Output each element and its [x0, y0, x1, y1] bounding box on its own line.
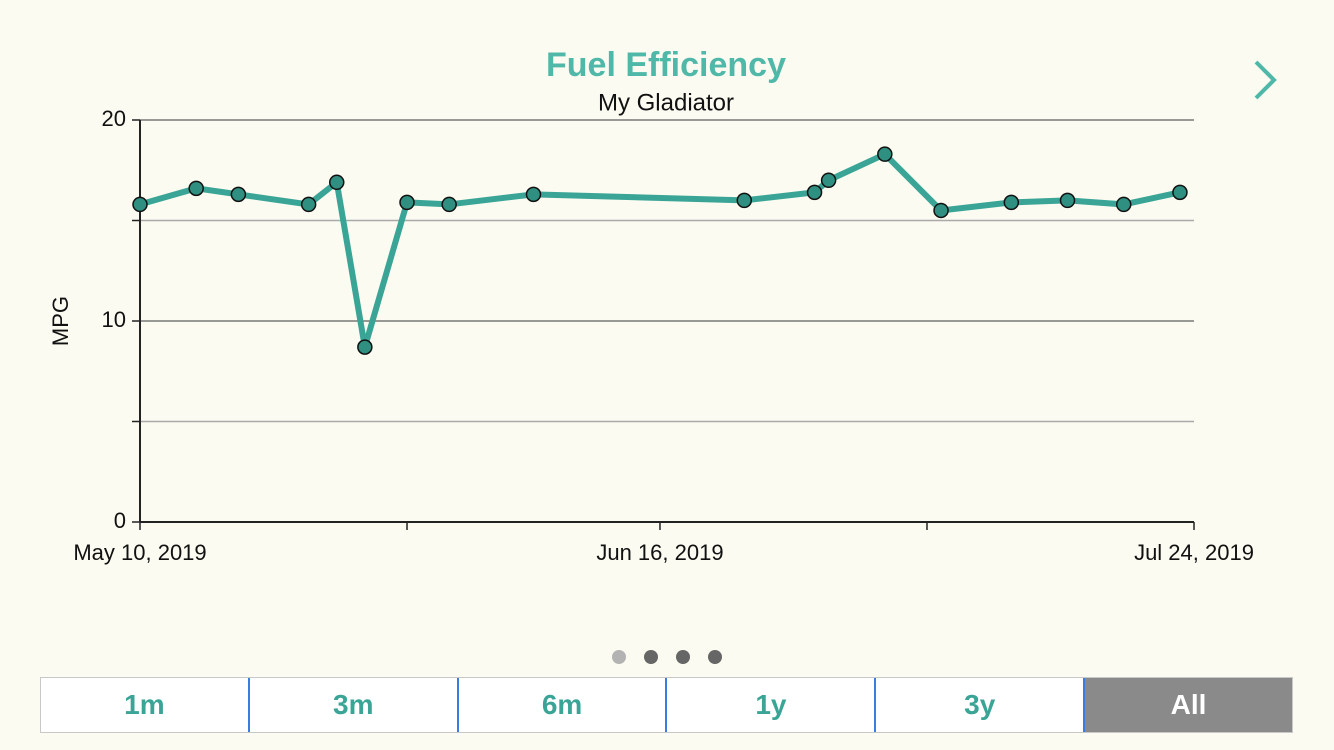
data-point: [230, 186, 247, 203]
next-chevron[interactable]: [1254, 60, 1277, 100]
data-point: [525, 186, 542, 203]
page-dot[interactable]: [644, 650, 658, 664]
pager: [0, 650, 1334, 664]
y-tick-label: 0: [114, 508, 126, 533]
range-button[interactable]: All: [1085, 678, 1292, 732]
data-point: [1115, 196, 1132, 213]
range-button[interactable]: 1m: [41, 678, 250, 732]
chart-subtitle: My Gladiator: [598, 89, 734, 116]
x-tick-label: Jul 24, 2019: [1134, 540, 1254, 565]
data-point: [328, 174, 345, 191]
chart-title: Fuel Efficiency: [546, 46, 786, 84]
data-point: [933, 202, 949, 219]
page-dot[interactable]: [676, 650, 690, 664]
chart: Fuel Efficiency My Gladiator MPG 0 10 20 Ma…: [48, 46, 1277, 565]
data-point: [188, 180, 204, 197]
data-point: [820, 172, 837, 189]
range-button[interactable]: 3y: [876, 678, 1086, 732]
x-tick-label: May 10, 2019: [73, 540, 206, 565]
y-tick-label: 10: [102, 307, 126, 332]
data-line: [139, 150, 1181, 348]
data-point: [1003, 194, 1020, 211]
data-point: [300, 196, 317, 213]
data-point: [736, 192, 753, 209]
range-selector: 1m 3m 6m 1y 3y All: [40, 677, 1293, 733]
data-point: [399, 194, 415, 211]
data-point: [357, 339, 373, 355]
y-axis-label: MPG: [48, 296, 73, 346]
data-point: [877, 146, 893, 162]
range-button[interactable]: 6m: [459, 678, 668, 732]
data-point: [806, 184, 823, 201]
page-dot[interactable]: [708, 650, 722, 664]
data-point: [1059, 192, 1076, 209]
data-point: [441, 196, 457, 213]
page-dot[interactable]: [612, 650, 626, 664]
range-button[interactable]: 3m: [250, 678, 459, 732]
x-tick-label: Jun 16, 2019: [596, 540, 723, 565]
y-tick-label: 20: [102, 106, 126, 131]
range-button[interactable]: 1y: [667, 678, 877, 732]
data-point: [1172, 184, 1188, 201]
data-point: [132, 196, 148, 213]
